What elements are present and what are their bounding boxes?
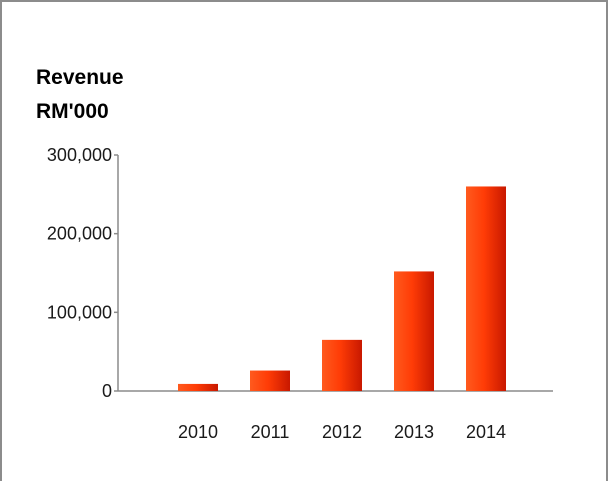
bars (178, 186, 506, 391)
bar (466, 186, 506, 391)
bar (394, 271, 434, 391)
bar (250, 370, 290, 391)
axis-labels: 0 100,000 200,000 300,000 2010 2011 2012 2013 20… (47, 145, 506, 442)
chart-title: Revenue (36, 66, 124, 89)
y-tick-label: 200,000 (47, 224, 112, 244)
chart-subtitle: RM'000 (36, 100, 109, 123)
x-tick-label: 2014 (466, 422, 506, 442)
y-tick-label: 100,000 (47, 302, 112, 322)
x-tick-label: 2013 (394, 422, 434, 442)
y-tick-label: 300,000 (47, 145, 112, 165)
y-tick-label: 0 (102, 381, 112, 401)
x-tick-label: 2010 (178, 422, 218, 442)
x-tick-label: 2012 (322, 422, 362, 442)
bar (178, 383, 218, 391)
bar (322, 339, 362, 391)
x-tick-label: 2011 (251, 422, 290, 442)
